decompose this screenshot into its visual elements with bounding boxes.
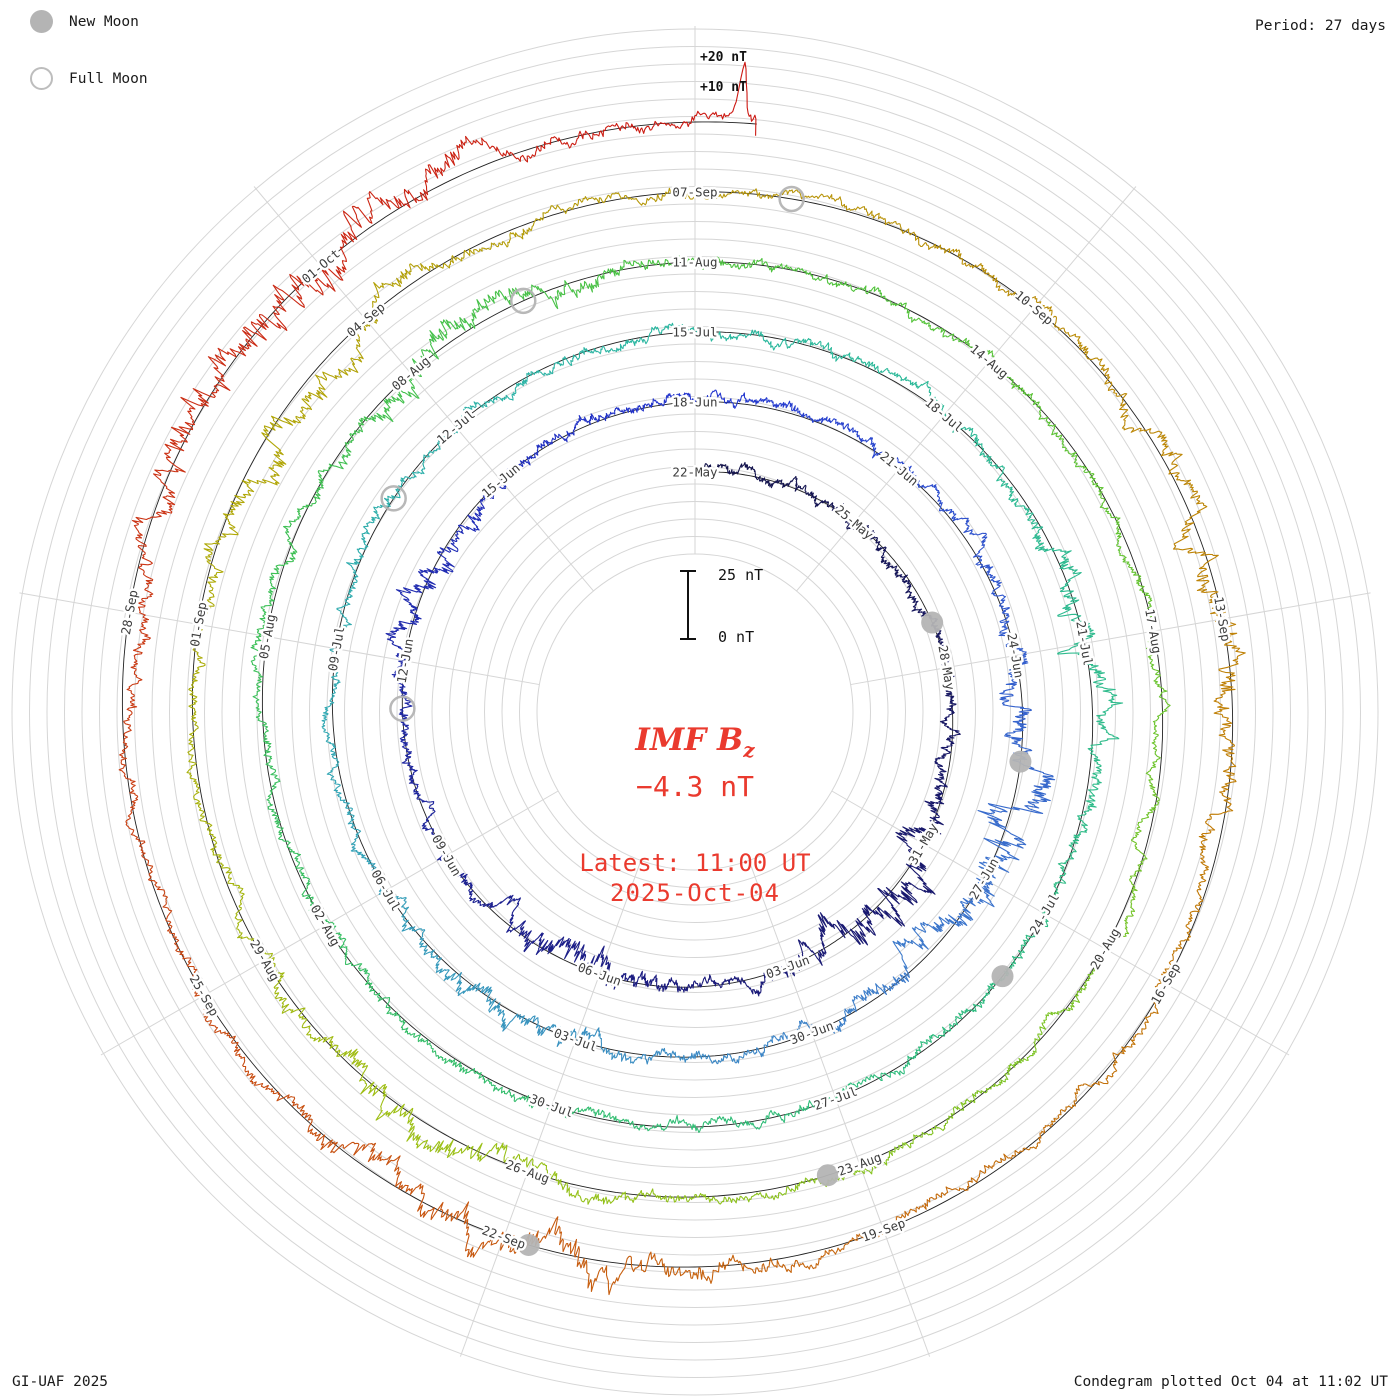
- legend-row-new-moon: New Moon: [30, 10, 148, 33]
- ring-date-label: 18-Jun: [672, 395, 717, 410]
- ring-date-label: 12-Jun: [394, 637, 417, 684]
- polar-grid: [11, 26, 1379, 1396]
- scale-bottom-label: 0 nT: [718, 628, 755, 646]
- ring-date-label: 15-Jun: [479, 460, 523, 501]
- ring-date-label: 24-Jul: [1027, 890, 1063, 937]
- ring-date-label: 15-Jul: [672, 325, 717, 340]
- full-moon-label: Full Moon: [69, 70, 148, 87]
- baseline-spiral: [121, 121, 1234, 1268]
- ring-date-label: 25-May: [832, 502, 877, 543]
- full-moon-icon: [30, 67, 53, 90]
- new-moon-marker: [1009, 750, 1032, 773]
- ring-date-label: 26-Aug: [504, 1157, 552, 1187]
- ring-date-label: 16-Sep: [1148, 960, 1184, 1007]
- nt-scale-bar: [687, 571, 689, 640]
- ring-date-label: 20-Aug: [1087, 925, 1123, 972]
- nt-scale-bar-top-cap: [680, 570, 696, 572]
- moon-legend: New Moon Full Moon: [30, 10, 148, 124]
- ring-date-label: 27-Jun: [966, 855, 1002, 902]
- center-readout: IMF Bz −4.3 nT Latest: 11:00 UT 2025-Oct…: [579, 722, 810, 907]
- plus-20nt-label: +20 nT: [700, 50, 747, 65]
- full-moon-marker: [510, 287, 537, 315]
- period-label: Period: 27 days: [1255, 18, 1386, 34]
- imf-bz-value: −4.3 nT: [635, 770, 754, 804]
- new-moon-marker: [921, 611, 944, 634]
- ring-date-label: 14-Aug: [967, 341, 1011, 382]
- ring-date-label: 22-May: [672, 465, 718, 480]
- full-moon-marker: [778, 185, 805, 213]
- ring-date-label: 29-Aug: [247, 937, 283, 984]
- credit-label: GI-UAF 2025: [12, 1374, 109, 1390]
- ring-date-label: 04-Sep: [344, 299, 388, 340]
- ring-date-label: 28-Sep: [118, 589, 141, 636]
- ring-date-label: 06-Jun: [576, 959, 624, 989]
- ring-date-label: 02-Aug: [308, 902, 344, 949]
- ring-date-label: 03-Jul: [552, 1025, 600, 1055]
- ring-date-label: 18-Jul: [922, 395, 966, 436]
- ring-date-label: 01-Sep: [187, 601, 210, 648]
- latest-time-label: Latest: 11:00 UT: [579, 849, 811, 878]
- ring-date-label: 11-Aug: [672, 255, 717, 270]
- plotted-timestamp-label: Condegram plotted Oct 04 at 11:02 UT: [1073, 1374, 1388, 1390]
- legend-row-full-moon: Full Moon: [30, 67, 148, 90]
- moon-markers: [380, 185, 1032, 1257]
- nt-scale-bar-bottom-cap: [680, 638, 696, 640]
- new-moon-label: New Moon: [69, 13, 139, 30]
- ring-date-label: 07-Sep: [672, 185, 717, 200]
- ring-date-label: 09-Jul: [325, 625, 348, 672]
- new-moon-marker: [991, 965, 1014, 988]
- ring-date-label: 12-Jul: [434, 407, 478, 448]
- new-moon-icon: [30, 10, 53, 33]
- new-moon-marker: [816, 1164, 839, 1187]
- imf-bz-title: IMF Bz: [635, 722, 755, 763]
- ring-date-label: 31-May: [905, 820, 941, 867]
- ring-date-label: 30-Jul: [528, 1091, 576, 1121]
- latest-date-label: 2025-Oct-04: [610, 879, 780, 908]
- ring-date-label: 08-Aug: [389, 353, 433, 394]
- ring-date-label: 22-Sep: [480, 1222, 528, 1252]
- ring-date-label: 21-Jun: [877, 448, 921, 489]
- ring-date-label: 01-Oct: [299, 246, 343, 287]
- bz-trace: [118, 61, 1246, 1296]
- full-moon-marker: [389, 695, 416, 722]
- ring-date-label: 05-Aug: [256, 613, 279, 660]
- new-moon-marker: [517, 1234, 540, 1257]
- full-moon-marker: [380, 485, 407, 512]
- plus-10nt-label: +10 nT: [700, 80, 747, 95]
- scale-top-label: 25 nT: [718, 566, 764, 584]
- ring-date-label: 25-Sep: [186, 972, 222, 1019]
